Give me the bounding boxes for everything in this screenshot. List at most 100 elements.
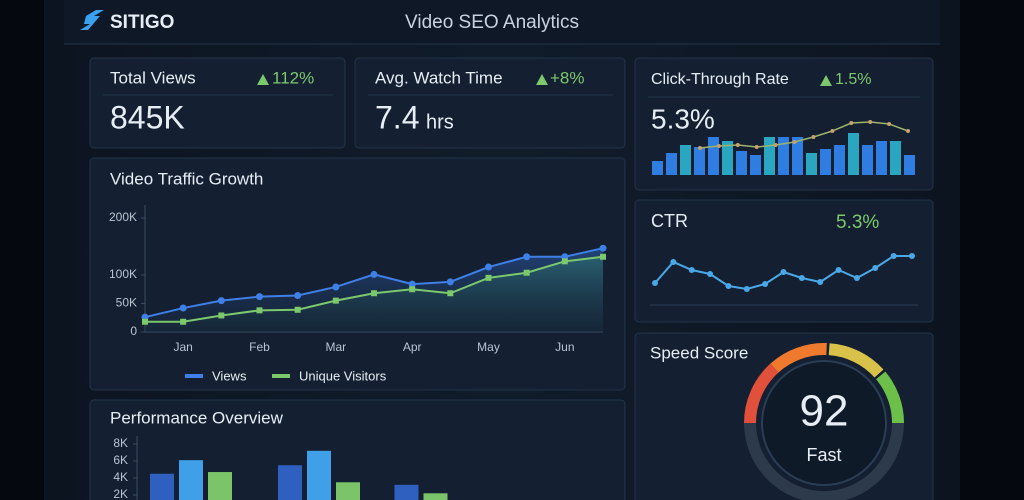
point	[670, 259, 677, 265]
chart-title: Performance Overview	[110, 408, 284, 427]
bar	[652, 161, 663, 175]
bar	[862, 145, 873, 175]
bar	[904, 155, 915, 175]
ctr-line-card	[634, 199, 934, 323]
point	[762, 281, 769, 287]
point	[256, 293, 263, 301]
x-tick-label: Jun	[555, 340, 574, 354]
trend-point	[754, 145, 759, 149]
gauge-segment	[828, 343, 884, 378]
kpi-change: 112%	[272, 68, 314, 87]
bar	[708, 137, 719, 175]
logo-icon	[80, 10, 104, 30]
y-tick-label: 4K	[113, 470, 128, 484]
point	[485, 263, 492, 271]
point	[600, 253, 606, 260]
chart-title: Click-Through Rate	[651, 71, 789, 88]
point	[180, 318, 187, 325]
legend-swatch	[272, 374, 290, 378]
point	[688, 267, 695, 273]
bar	[150, 473, 174, 500]
up-arrow	[820, 75, 832, 86]
point	[743, 286, 750, 292]
kpi-value: 845K	[110, 99, 185, 135]
point	[217, 297, 225, 305]
ctr-value: 5.3%	[651, 103, 715, 134]
gauge-inner	[761, 360, 887, 486]
bar	[778, 137, 789, 175]
bar	[394, 484, 419, 500]
ctr-value: 5.3%	[836, 212, 879, 233]
legend-label: Views	[212, 368, 247, 383]
x-tick-label: Feb	[249, 340, 270, 354]
kpi-value: 7.4	[375, 99, 419, 135]
bar	[179, 460, 203, 500]
bar	[736, 151, 747, 175]
gauge-label: Fast	[806, 445, 841, 465]
y-tick-label: 2K	[113, 487, 128, 500]
bar	[666, 153, 677, 175]
point	[142, 318, 148, 325]
point	[371, 290, 377, 297]
point	[707, 271, 714, 277]
point	[408, 280, 416, 288]
ctr-change: 1.5%	[835, 71, 871, 88]
legend-label: Unique Visitors	[299, 368, 387, 383]
point	[446, 278, 454, 286]
trend-point	[830, 129, 835, 133]
chart-title: CTR	[651, 211, 688, 231]
point	[523, 269, 530, 276]
bar	[278, 465, 302, 500]
point	[447, 290, 454, 297]
kpi-card	[354, 57, 626, 149]
point	[294, 292, 302, 300]
y-tick-label: 8K	[113, 436, 128, 450]
bar	[208, 472, 232, 500]
point	[332, 283, 340, 291]
point	[485, 274, 492, 281]
y-tick-label: 6K	[113, 453, 128, 467]
chart-title: Video Traffic Growth	[110, 169, 263, 188]
point	[872, 265, 879, 271]
point	[909, 253, 915, 259]
trend-point	[698, 146, 702, 150]
kpi-card	[89, 57, 346, 149]
point	[370, 270, 378, 278]
bar	[848, 133, 859, 175]
up-arrow	[257, 74, 269, 85]
trend-point	[887, 122, 892, 126]
point	[179, 304, 187, 312]
trend-point	[773, 143, 778, 147]
point	[599, 244, 607, 252]
point	[561, 258, 568, 265]
logo: SITIGO	[110, 12, 174, 33]
bar	[694, 147, 705, 175]
trend-point	[868, 120, 873, 124]
chart-title: Speed Score	[650, 343, 748, 362]
bar	[423, 493, 448, 500]
point	[780, 269, 787, 275]
point	[256, 307, 263, 314]
bar	[820, 149, 831, 175]
point	[294, 306, 301, 313]
bar	[792, 137, 803, 175]
kpi-change: +8%	[550, 68, 585, 87]
trend-point	[792, 140, 797, 144]
y-tick-label: 100K	[109, 267, 137, 281]
bar	[750, 155, 761, 175]
trend-point	[906, 129, 910, 133]
trend-point	[716, 144, 721, 148]
bar	[722, 141, 733, 175]
gauge-value: 92	[800, 387, 849, 436]
bar	[806, 153, 817, 175]
point	[817, 279, 824, 285]
point	[798, 275, 805, 281]
bar	[876, 141, 887, 175]
y-tick-label: 50K	[116, 296, 137, 310]
x-tick-label: Jan	[173, 340, 192, 354]
legend-swatch	[185, 374, 203, 378]
y-tick-label: 200K	[109, 210, 137, 224]
bar	[764, 137, 775, 175]
trend-point	[811, 135, 816, 139]
